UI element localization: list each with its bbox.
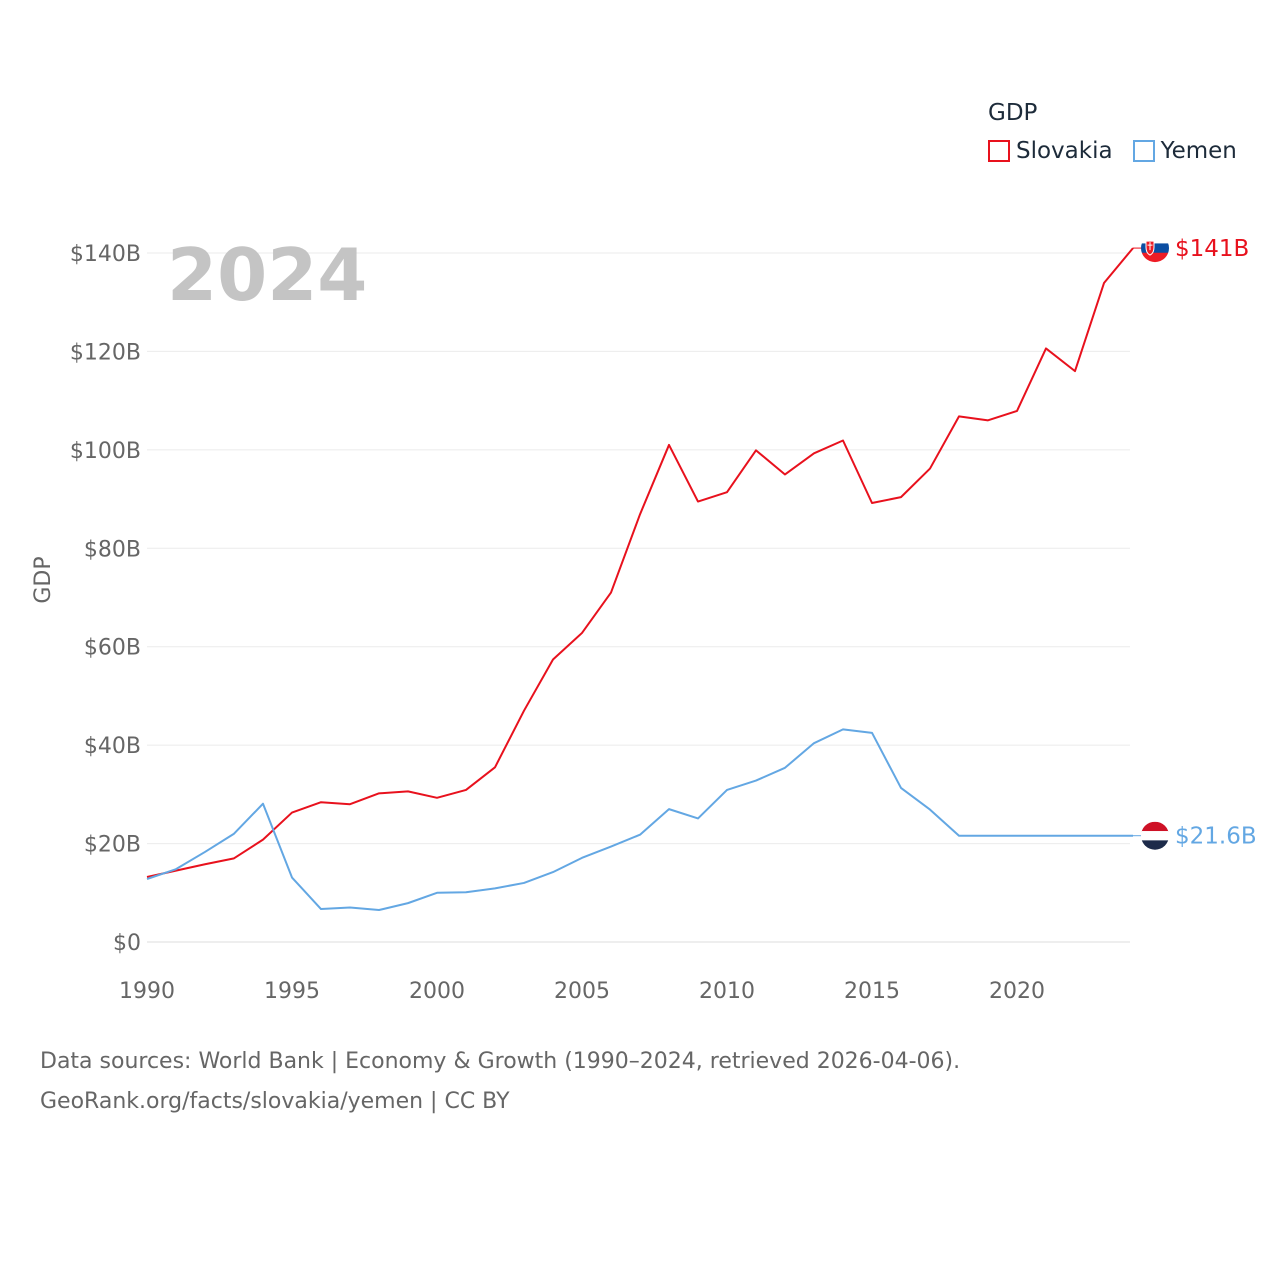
x-tick-label: 2020 (989, 979, 1045, 1004)
legend-item-slovakia[interactable]: Slovakia (988, 138, 1113, 164)
y-tick-label: $60B (84, 636, 141, 661)
x-tick-label: 2005 (554, 979, 610, 1004)
y-tick-label: $80B (84, 537, 141, 562)
y-axis-ticks: $0 $20B $40B $60B $80B $100B $120B $140B (70, 242, 141, 956)
legend-swatch-slovakia (988, 140, 1010, 162)
sources-line-2[interactable]: GeoRank.org/facts/slovakia/yemen | CC BY (40, 1089, 510, 1114)
legend-title: GDP (988, 100, 1038, 126)
y-gridlines (147, 252, 1130, 943)
x-tick-label: 2010 (699, 979, 755, 1004)
legend: GDP Slovakia Yemen (988, 100, 1237, 164)
x-axis-ticks: 1990 1995 2000 2005 2010 2015 2020 (119, 979, 1045, 1004)
y-tick-label: $20B (84, 833, 141, 858)
y-tick-label: $100B (70, 439, 141, 464)
y-axis-title: GDP (31, 556, 56, 603)
flag-icon-slovakia (1141, 234, 1169, 263)
end-markers: $141B $21.6B (1133, 234, 1257, 850)
legend-label-yemen: Yemen (1160, 138, 1237, 164)
x-tick-label: 1995 (264, 979, 320, 1004)
series-lines (146, 247, 1134, 912)
y-tick-label: $120B (70, 340, 141, 365)
x-tick-label: 1990 (119, 979, 175, 1004)
end-label-yemen: $21.6B (1175, 824, 1257, 850)
series-line-yemen (146, 728, 1133, 912)
legend-label-slovakia: Slovakia (1016, 138, 1113, 164)
flag-icon-yemen (1141, 821, 1169, 850)
end-label-slovakia: $141B (1175, 236, 1249, 262)
year-watermark: 2024 (167, 233, 367, 317)
sources-line-1: Data sources: World Bank | Economy & Gro… (40, 1049, 961, 1074)
y-tick-label: $40B (84, 734, 141, 759)
y-tick-label: $140B (70, 242, 141, 267)
legend-swatch-yemen (1132, 140, 1155, 162)
series-line-slovakia (146, 247, 1134, 879)
x-tick-label: 2000 (409, 979, 465, 1004)
x-tick-label: 2015 (844, 979, 900, 1004)
data-sources: Data sources: World Bank | Economy & Gro… (40, 1042, 960, 1122)
legend-item-yemen[interactable]: Yemen (1132, 138, 1237, 164)
y-tick-label: $0 (113, 931, 141, 956)
